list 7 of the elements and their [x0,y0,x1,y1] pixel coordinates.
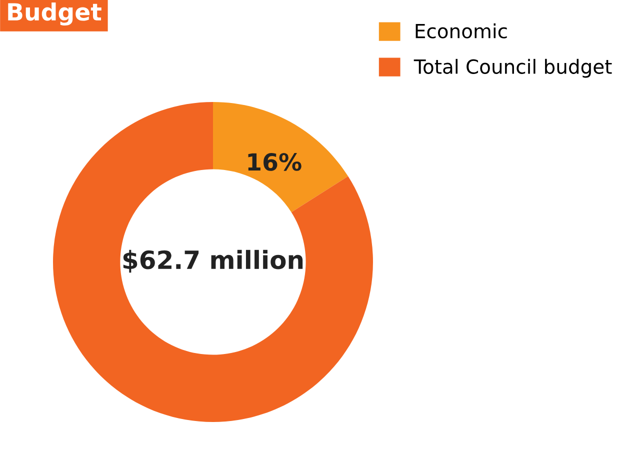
text: $62.7 million [123,250,303,273]
chart-title: Budget [8,2,102,26]
legend-label: Economic [416,23,507,38]
data-label: 16% [248,153,302,171]
legend-label: Total Council budget [414,58,612,78]
donut-slice [53,102,373,422]
donut-slice [213,102,348,212]
